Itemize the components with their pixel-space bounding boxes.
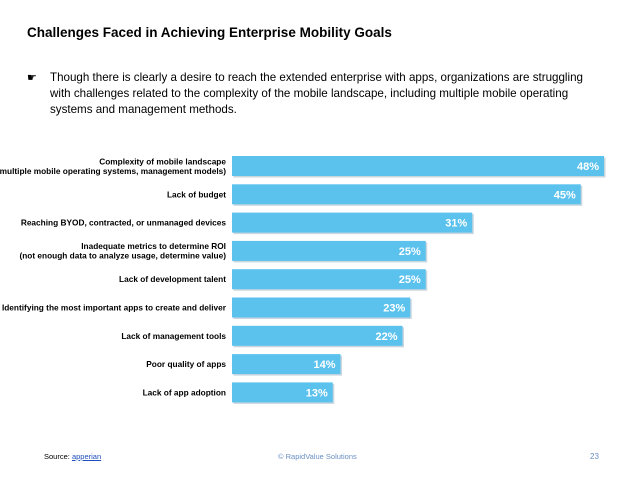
- category-label-line: Lack of management tools: [121, 331, 226, 341]
- category-label-line: (not enough data to analyze usage, deter…: [19, 251, 226, 261]
- category-label: Lack of development talent: [119, 274, 226, 284]
- category-label: Complexity of mobile landscape (multiple …: [0, 156, 226, 176]
- category-label: Inadequate metrics to determine ROI (not …: [19, 241, 226, 261]
- category-label-line: (multiple mobile operating systems, mana…: [0, 166, 226, 176]
- category-label-line: Identifying the most important apps to c…: [2, 303, 227, 313]
- bar-value-label: 45%: [554, 189, 576, 201]
- bar-value-label: 13%: [306, 387, 328, 399]
- category-label: Identifying the most important apps to c…: [2, 303, 227, 313]
- category-label: Reaching BYOD, contracted, or unmanaged …: [21, 218, 227, 228]
- category-label-line: Reaching BYOD, contracted, or unmanaged …: [21, 218, 227, 228]
- bar: [232, 325, 403, 346]
- bar-value-label: 22%: [375, 331, 397, 343]
- bar: [232, 382, 333, 403]
- category-label: Lack of management tools: [121, 331, 226, 341]
- bullet-point: ☛ Though there is clearly a desire to re…: [27, 70, 587, 118]
- bar-value-label: 25%: [399, 246, 421, 258]
- bar-value-label: 23%: [383, 303, 405, 315]
- bar: [232, 212, 473, 233]
- category-label: Lack of budget: [167, 189, 226, 199]
- bar-value-label: 14%: [313, 359, 335, 371]
- footer-copyright: © RapidValue Solutions: [278, 452, 357, 461]
- bar: [232, 297, 411, 318]
- bar-value-label: 25%: [399, 274, 421, 286]
- bar: [232, 354, 341, 375]
- source-link[interactable]: apperian: [71, 452, 102, 461]
- category-label-line: Lack of development talent: [119, 274, 226, 284]
- bar: [232, 240, 426, 261]
- bar: [232, 269, 426, 290]
- source-label: Source:: [44, 452, 72, 461]
- bar: [232, 184, 581, 205]
- bar: [232, 156, 604, 176]
- pointing-hand-icon: ☛: [27, 72, 37, 84]
- bar-value-label: 31%: [445, 218, 467, 230]
- category-label-line: Lack of budget: [167, 189, 226, 199]
- category-label: Lack of app adoption: [143, 387, 226, 397]
- category-label: Poor quality of apps: [146, 359, 226, 369]
- category-label-line: Inadequate metrics to determine ROI: [81, 241, 226, 251]
- slide-title: Challenges Faced in Achieving Enterprise…: [27, 25, 392, 40]
- bar-value-label: 48%: [577, 161, 599, 173]
- category-label-line: Poor quality of apps: [146, 359, 226, 369]
- footer-source: Source: apperian: [44, 452, 101, 461]
- page-number: 23: [590, 452, 599, 461]
- category-label-line: Complexity of mobile landscape: [99, 156, 226, 166]
- bullet-text: Though there is clearly a desire to reac…: [50, 71, 583, 116]
- category-label-line: Lack of app adoption: [143, 387, 226, 397]
